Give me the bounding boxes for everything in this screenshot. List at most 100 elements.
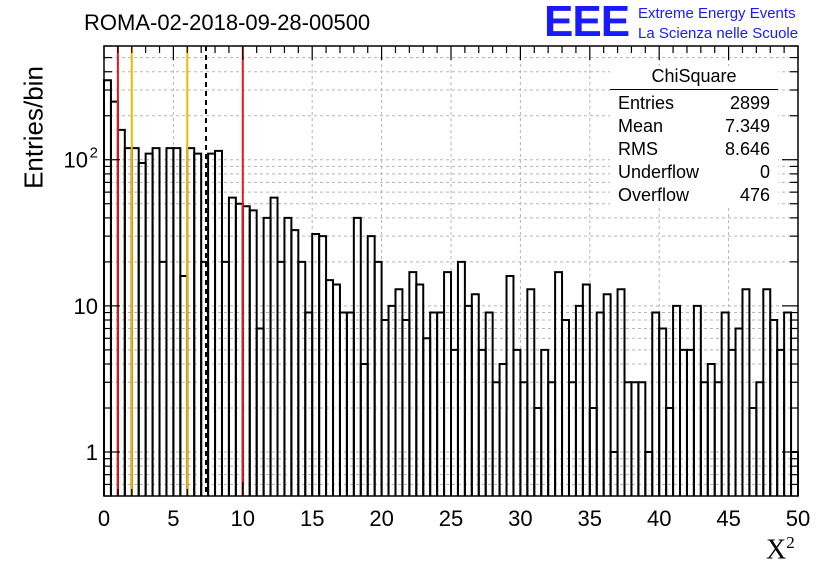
histogram-bars	[103, 79, 799, 496]
histogram-bar	[276, 260, 286, 496]
x-tick-label: 45	[716, 506, 740, 531]
histogram-bar	[241, 205, 251, 496]
histogram-bar	[123, 147, 133, 496]
stats-value: 2899	[729, 93, 770, 113]
histogram-bar	[491, 381, 501, 496]
x-tick-label: 20	[369, 506, 393, 531]
stats-value: 7.349	[724, 116, 770, 136]
histogram-bar	[220, 260, 230, 496]
histogram-bar	[318, 235, 328, 496]
histogram-bar	[151, 147, 161, 496]
histogram-bar	[352, 216, 362, 496]
histogram-bar	[359, 363, 369, 496]
histogram-bar	[463, 304, 473, 496]
histogram-bar	[207, 152, 217, 496]
stats-row-mean: Mean 7.349	[610, 115, 778, 138]
histogram-bar	[484, 311, 494, 496]
x-axis-label-base: X	[766, 534, 787, 566]
histogram-bar	[415, 283, 425, 496]
histogram-bar	[144, 152, 154, 496]
histogram-bar	[567, 381, 577, 496]
histogram-bar	[255, 327, 265, 496]
histogram-bar	[332, 283, 341, 496]
y-tick-label: 10	[64, 148, 88, 173]
histogram-bar	[345, 311, 355, 496]
histogram-bar	[248, 209, 258, 496]
histogram-bar	[214, 149, 223, 496]
stats-row-overflow: Overflow 476	[610, 184, 778, 207]
histogram-bar	[366, 235, 376, 496]
stats-label: Underflow	[618, 162, 700, 182]
histogram-bar	[595, 311, 605, 496]
histogram-bar	[658, 327, 668, 496]
stats-label: Mean	[618, 116, 664, 136]
stats-label: Entries	[618, 93, 675, 113]
x-tick-label: 40	[647, 506, 671, 531]
histogram-bar	[706, 363, 716, 496]
histogram-bar	[498, 363, 508, 496]
histogram-bar	[637, 381, 647, 496]
stats-row-rms: RMS 8.646	[610, 138, 778, 161]
histogram-bar	[436, 311, 446, 496]
run-title: ROMA-02-2018-09-28-00500	[84, 10, 371, 35]
stats-label: RMS	[618, 139, 658, 159]
histogram-bar	[283, 216, 293, 496]
stats-title: ChiSquare	[610, 66, 778, 90]
histogram-bar	[450, 348, 459, 496]
stats-value: 476	[739, 185, 770, 205]
logo-line-1: Extreme Energy Events	[638, 5, 796, 22]
histogram-bar	[290, 229, 300, 496]
histogram-bar	[505, 275, 515, 496]
histogram-bar	[623, 381, 633, 496]
histogram-bar	[311, 233, 321, 496]
y-axis-label: Entries/bin	[18, 66, 49, 189]
histogram-bar	[679, 348, 688, 496]
stats-row-underflow: Underflow 0	[610, 161, 778, 184]
y-tick-label: 10	[74, 294, 98, 319]
x-tick-label: 35	[578, 506, 602, 531]
histogram-bar	[227, 196, 237, 496]
x-tick-label: 30	[508, 506, 532, 531]
histogram-bar	[741, 288, 751, 496]
histogram-bar	[512, 348, 522, 496]
histogram-bar	[109, 100, 119, 496]
histogram-bar	[713, 381, 723, 496]
histogram-bar	[519, 381, 529, 496]
histogram-bar	[720, 311, 730, 496]
histogram-bar	[734, 327, 744, 496]
reference-lines	[116, 46, 244, 496]
histogram-bar	[297, 260, 307, 496]
x-tick-label: 0	[98, 506, 110, 531]
x-axis-label: X2	[766, 533, 795, 566]
histogram-bar	[165, 147, 175, 496]
logo-line-2: La Scienza nelle Scuole	[638, 25, 799, 42]
histogram-bar	[179, 275, 189, 496]
histogram-bar	[776, 348, 786, 496]
histogram-bar	[672, 304, 682, 496]
y-tick-label: 1	[86, 440, 98, 465]
histogram-bar	[477, 348, 487, 496]
stats-box: ChiSquare Entries 2899 Mean 7.349 RMS 8.…	[610, 66, 778, 207]
histogram-bar	[262, 216, 272, 496]
histogram-bar	[783, 311, 793, 496]
histogram-bar	[692, 304, 702, 496]
histogram-bar	[456, 260, 466, 496]
histogram-bar	[269, 196, 279, 496]
stats-label: Overflow	[618, 185, 690, 205]
logo-mark: EEE	[544, 0, 630, 46]
histogram-bar	[103, 79, 112, 496]
eee-logo: EEE Extreme Energy Events La Scienza nel…	[544, 0, 834, 46]
x-tick-label: 25	[439, 506, 463, 531]
x-tick-label: 15	[300, 506, 324, 531]
histogram-bar	[193, 152, 203, 496]
histogram-bar	[172, 147, 182, 496]
histogram-bar	[200, 260, 210, 496]
x-tick-label: 5	[167, 506, 179, 531]
histogram-bar	[602, 293, 612, 496]
histogram-bar	[685, 348, 695, 496]
histogram-bar	[130, 147, 140, 496]
histogram-bar	[651, 311, 661, 496]
histogram-bar	[304, 311, 314, 496]
